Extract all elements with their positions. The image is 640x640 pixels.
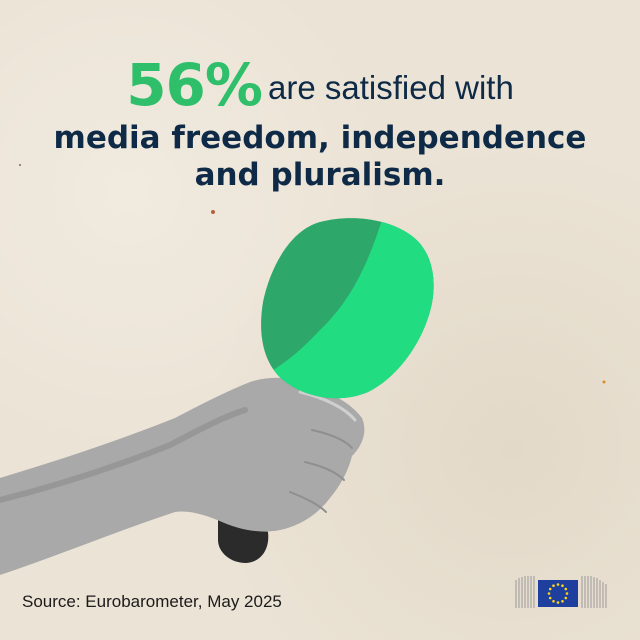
hand-arm <box>0 377 365 575</box>
eu-star <box>548 596 552 600</box>
headline: 56% are satisfied with media freedom, ind… <box>0 52 640 194</box>
eu-star <box>565 592 569 595</box>
eu-star <box>552 599 555 603</box>
speckle <box>19 164 21 166</box>
finger-line <box>298 390 357 422</box>
headline-line-3: and pluralism. <box>194 157 446 194</box>
source-note: Source: Eurobarometer, May 2025 <box>22 592 282 611</box>
eu-star <box>547 592 551 595</box>
headline-line-2: media freedom, independence <box>53 119 587 156</box>
eu-star <box>552 584 555 588</box>
eu-star <box>564 587 568 591</box>
arm-shading <box>0 407 248 503</box>
building-lines-icon <box>515 576 607 608</box>
eu-star <box>556 583 560 586</box>
headline-line-1-rest: are satisfied with <box>268 69 514 106</box>
finger-line <box>311 429 353 449</box>
eu-star <box>556 601 560 604</box>
eu-star <box>561 584 564 588</box>
finger-line <box>304 461 345 481</box>
eu-commission-logo <box>515 576 607 608</box>
headline-line-1: 56% are satisfied with <box>0 52 640 119</box>
finger-line <box>289 491 327 513</box>
speckle <box>211 210 215 214</box>
headline-percent: 56% <box>126 51 263 119</box>
eu-star <box>548 587 552 591</box>
eu-star <box>561 599 564 603</box>
eu-stars-icon <box>547 583 569 604</box>
speckle <box>602 380 606 384</box>
eu-star <box>564 596 568 600</box>
